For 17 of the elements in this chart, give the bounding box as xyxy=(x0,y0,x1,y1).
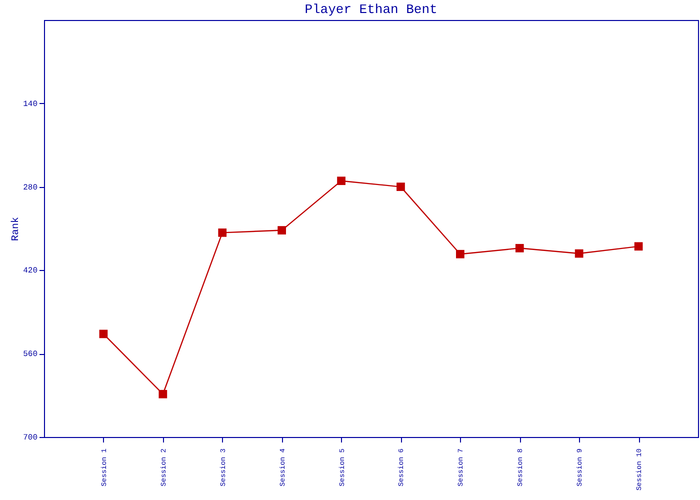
point xyxy=(634,242,643,251)
y-tick-label: 420 xyxy=(23,266,38,276)
point xyxy=(99,330,108,338)
point xyxy=(158,390,168,398)
point xyxy=(218,228,227,237)
y-tick-label: 280 xyxy=(23,183,38,192)
point xyxy=(337,176,346,186)
y-axis-title: Rank xyxy=(10,216,22,242)
y-tick-label: 700 xyxy=(23,434,38,442)
y-tick-label: 560 xyxy=(23,350,38,360)
point xyxy=(574,249,584,258)
point xyxy=(278,226,286,234)
chart-title: Player Ethan Bent xyxy=(304,2,438,17)
point xyxy=(515,244,524,252)
point xyxy=(456,250,464,258)
y-tick-label: 140 xyxy=(23,100,38,109)
point xyxy=(396,182,405,191)
